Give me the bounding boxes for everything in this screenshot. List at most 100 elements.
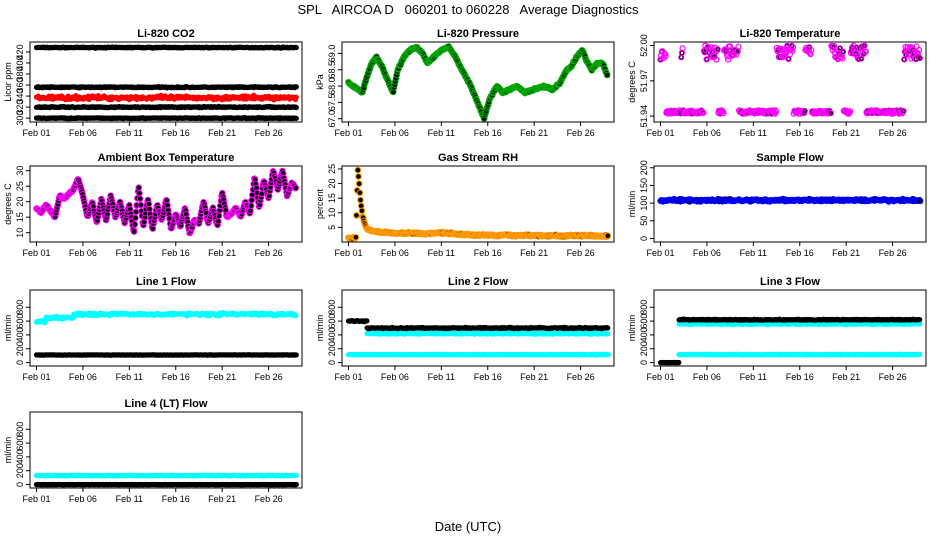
data-point <box>859 56 864 61</box>
data-point <box>917 56 922 61</box>
data-point <box>720 109 727 117</box>
plot-frame <box>341 41 615 123</box>
data-point <box>358 207 366 215</box>
x-tick-label: Feb 06 <box>69 128 97 138</box>
data-point <box>293 94 299 100</box>
y-tick-label: 200 <box>639 160 649 175</box>
data-point <box>704 57 709 62</box>
data-point <box>247 202 255 209</box>
data-point <box>807 51 814 58</box>
data-series-group <box>33 44 299 122</box>
data-point <box>357 196 364 204</box>
x-tick-label: Feb 11 <box>116 128 143 138</box>
data-point <box>836 45 844 52</box>
y-tick-label: 150 <box>639 178 649 193</box>
data-point <box>862 48 869 55</box>
y-tick-label: 67.5 <box>327 94 337 112</box>
y-tick-label: 380 <box>15 66 25 81</box>
data-point <box>862 43 867 48</box>
data-point <box>827 110 834 117</box>
x-tick-label: Feb 16 <box>474 128 502 138</box>
x-tick-label: Feb 26 <box>255 128 283 138</box>
data-point <box>733 51 740 58</box>
data-point <box>841 49 846 54</box>
x-tick-label: Feb 26 <box>255 248 283 258</box>
x-tick-label: Feb 16 <box>162 128 190 138</box>
data-point <box>802 109 807 114</box>
data-point <box>145 200 153 208</box>
y-tick-label: 25 <box>327 164 337 174</box>
data-series-group <box>657 195 924 205</box>
data-series-group <box>345 166 612 242</box>
data-point <box>782 50 790 57</box>
chart-title: Gas Stream RH <box>438 152 518 164</box>
y-tick-label: 200 <box>15 341 25 356</box>
data-point <box>789 47 796 54</box>
data-point <box>902 51 910 58</box>
x-tick-label: Feb 01 <box>22 248 50 258</box>
data-series-group <box>33 309 299 358</box>
plot-frame <box>29 289 303 367</box>
y-axis-label: kPa <box>315 74 325 90</box>
data-point <box>724 56 732 63</box>
data-point <box>915 46 923 54</box>
data-point <box>847 108 854 115</box>
data-point <box>917 197 924 205</box>
y-tick-label: 420 <box>15 44 25 59</box>
x-tick-label: Feb 11 <box>740 248 767 258</box>
data-point <box>789 43 794 48</box>
x-tick-label: Feb 26 <box>567 248 595 258</box>
data-point <box>352 234 360 241</box>
chart-title: Ambient Box Temperature <box>98 152 235 164</box>
x-tick-label: Feb 06 <box>69 248 97 258</box>
x-tick-label: Feb 21 <box>832 248 860 258</box>
y-tick-label: 10 <box>327 208 337 218</box>
x-tick-label: Feb 21 <box>520 128 548 138</box>
data-series-group <box>345 318 611 358</box>
y-tick-label: 340 <box>15 89 25 104</box>
data-point <box>801 107 808 115</box>
y-tick-label: 400 <box>15 55 25 70</box>
data-point <box>715 47 720 52</box>
y-axis-label: degrees C <box>627 61 637 103</box>
data-point <box>902 57 907 62</box>
y-tick-label: 52.00 <box>639 34 649 57</box>
plot-frame <box>653 41 927 123</box>
data-point <box>136 195 144 202</box>
x-tick-label: Feb 21 <box>208 248 236 258</box>
y-tick-label: 100 <box>639 196 649 211</box>
chart-title: Li-820 Temperature <box>740 28 841 40</box>
data-point <box>293 352 299 358</box>
x-tick-label: Feb 16 <box>786 248 814 258</box>
x-tick-label: Feb 06 <box>693 128 721 138</box>
plot-frame <box>341 165 615 243</box>
data-point <box>900 107 907 115</box>
y-tick-label: 51.94 <box>639 105 649 128</box>
data-point <box>248 196 255 204</box>
data-point <box>838 54 845 61</box>
data-point <box>247 207 254 215</box>
y-tick-label: 0 <box>15 360 25 365</box>
page-title: SPL AIRCOA D 060201 to 060228 Average Di… <box>297 2 639 17</box>
data-series-group <box>33 167 300 237</box>
y-tick-label: 50 <box>639 216 649 226</box>
x-tick-label: Feb 21 <box>520 248 548 258</box>
x-tick-label: Feb 16 <box>162 248 190 258</box>
x-tick-label: Feb 21 <box>832 128 860 138</box>
y-axis-label: Licor ppm <box>3 62 13 102</box>
data-point <box>679 45 686 52</box>
y-tick-label: 360 <box>15 78 25 93</box>
y-axis-label: percent <box>315 188 325 219</box>
data-point <box>604 232 612 239</box>
x-tick-label: Feb 11 <box>428 128 455 138</box>
x-tick-label: Feb 01 <box>22 128 50 138</box>
y-tick-label: 600 <box>15 314 25 329</box>
data-point <box>130 228 138 235</box>
data-point <box>713 56 720 63</box>
y-tick-label: 10 <box>15 228 25 238</box>
data-point <box>136 190 143 197</box>
y-tick-label: 20 <box>15 197 25 207</box>
